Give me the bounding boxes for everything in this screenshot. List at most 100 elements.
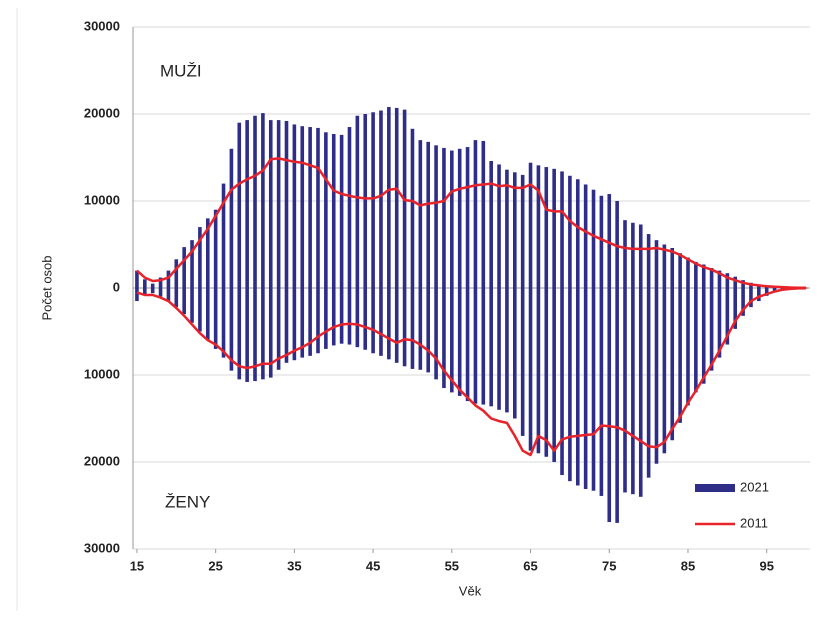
legend-swatch	[695, 484, 735, 492]
bar	[268, 288, 273, 378]
bar	[623, 288, 627, 493]
bar	[646, 234, 651, 288]
bar	[245, 288, 249, 382]
bar	[497, 164, 501, 288]
bar	[599, 195, 604, 288]
bar	[457, 148, 462, 288]
bar	[229, 288, 234, 371]
bar	[371, 112, 375, 288]
bar	[426, 288, 431, 373]
bar	[205, 288, 210, 341]
bar	[536, 288, 541, 454]
bar	[387, 107, 391, 288]
bar	[253, 288, 257, 382]
bar	[284, 120, 289, 289]
bar	[560, 171, 564, 288]
legend-label: 2021	[740, 479, 769, 494]
bar	[536, 165, 541, 288]
bar	[638, 224, 643, 288]
bar	[701, 288, 706, 384]
bar	[764, 288, 769, 296]
bar	[418, 140, 423, 288]
bar	[347, 127, 352, 288]
bar	[481, 140, 486, 288]
bar	[284, 288, 289, 363]
y-tick-label: 30000	[84, 18, 120, 33]
bar	[544, 167, 549, 288]
bar	[631, 222, 635, 288]
bar	[686, 257, 690, 288]
bar	[560, 288, 564, 476]
bar	[568, 288, 572, 482]
bar	[757, 288, 761, 302]
bar	[568, 175, 572, 288]
bar	[434, 145, 438, 288]
bar	[662, 244, 667, 288]
bar	[426, 141, 431, 288]
bar	[394, 288, 399, 363]
bar	[300, 288, 305, 358]
bar	[662, 288, 667, 454]
annotation: MUŽI	[160, 61, 202, 80]
bar	[465, 147, 470, 288]
bar	[552, 288, 556, 462]
bar	[253, 115, 257, 289]
bar	[528, 288, 533, 451]
line	[136, 157, 807, 290]
bar	[552, 168, 556, 288]
legend-label: 2011	[740, 515, 768, 530]
bar	[631, 288, 635, 495]
bar	[465, 288, 470, 402]
bar	[678, 288, 682, 423]
bar	[410, 128, 415, 288]
annotation: ŽENY	[165, 492, 210, 511]
x-tick-label: 85	[681, 558, 695, 573]
bar	[481, 288, 486, 405]
bar	[772, 288, 777, 293]
bar	[575, 179, 580, 288]
bar	[442, 288, 446, 389]
bar	[520, 174, 525, 288]
bar	[701, 264, 706, 288]
bar	[135, 270, 139, 288]
bar	[339, 288, 344, 344]
x-tick-label: 65	[523, 558, 537, 573]
bar	[379, 288, 383, 356]
x-tick-label: 45	[366, 558, 380, 573]
x-tick-label: 95	[759, 558, 773, 573]
bar	[450, 150, 454, 288]
bar	[316, 127, 320, 288]
bar	[686, 288, 690, 406]
bar	[158, 277, 163, 288]
bar	[528, 162, 533, 288]
bar	[583, 288, 588, 489]
bar	[300, 126, 305, 289]
y-tick-label: 0	[113, 279, 120, 294]
bar	[292, 288, 297, 361]
bar	[213, 288, 218, 349]
bar	[591, 288, 596, 491]
bar	[237, 288, 242, 380]
bar	[198, 227, 202, 288]
y-axis-label: Počet osob	[39, 255, 54, 320]
bar	[339, 134, 344, 288]
bar	[670, 247, 675, 288]
bar	[276, 288, 281, 370]
bar	[505, 169, 509, 288]
bar	[371, 288, 375, 354]
bar	[654, 288, 659, 464]
bar	[615, 288, 619, 523]
bar	[410, 288, 415, 369]
bar	[709, 267, 714, 288]
bar	[143, 288, 147, 295]
bar	[308, 127, 312, 288]
bar	[166, 270, 171, 288]
bar	[402, 288, 407, 367]
y-tick-label: 10000	[84, 366, 120, 381]
x-tick-label: 25	[208, 558, 222, 573]
bar	[473, 288, 478, 404]
bar	[135, 288, 139, 302]
bar	[182, 247, 186, 288]
bar	[355, 115, 360, 289]
